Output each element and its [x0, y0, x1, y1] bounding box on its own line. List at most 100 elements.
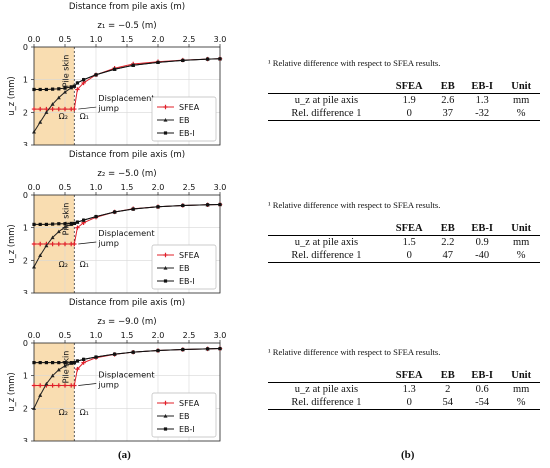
data-point-ebi — [32, 222, 36, 226]
x-tick-label: 3.0 — [214, 331, 227, 340]
cell-unit: % — [502, 396, 540, 410]
cell-ebi: 0.6 — [475, 384, 489, 395]
legend-marker — [163, 400, 168, 406]
table-row: u_z at pile axis 1.3 2 0.6 mm — [268, 383, 540, 397]
x-tick-label: 0.0 — [28, 35, 41, 44]
omega2-label: Ω₂ — [59, 112, 68, 121]
table-row: Rel. difference 1 0 47 -40 % — [268, 249, 540, 263]
data-point-ebi — [82, 357, 86, 361]
x-tick-label: 2.0 — [152, 35, 165, 44]
chart-3-svg: Distance from pile axis (m) z₃ = −9.0 (m)… — [6, 298, 227, 442]
data-point-eb — [63, 90, 67, 94]
legend-label: EB-I — [179, 425, 195, 434]
x-tick-label: 0.5 — [59, 35, 72, 44]
legend-box — [151, 244, 217, 290]
cell-unit: % — [502, 107, 540, 121]
cell-ebi: 1.3 — [475, 95, 489, 106]
x-tick-label: 0.5 — [59, 183, 72, 192]
data-point-ebi — [156, 348, 160, 353]
data-point-ebi — [32, 361, 36, 365]
y-axis-label: u_z (mm) — [6, 76, 16, 115]
data-point-eb — [38, 393, 43, 397]
chart-panel-2: Distance from pile axis (m) z₂ = −5.0 (m)… — [0, 148, 250, 294]
table-row: u_z at pile axis 1.5 2.2 0.9 mm — [268, 236, 540, 250]
data-point-eb — [38, 253, 43, 258]
chart-2-svg: Distance from pile axis (m) z₂ = −5.0 (m)… — [6, 150, 226, 294]
table-row: Rel. difference 1 0 37 -32 % — [268, 107, 540, 121]
table-header-row: SFEA EB EB-I Unit — [268, 80, 540, 94]
data-point-ebi — [206, 57, 210, 61]
legend-label: EB-I — [179, 129, 195, 138]
data-point-sfea — [50, 383, 55, 388]
y-tick-label: 3 — [23, 289, 28, 294]
annotation-text: jump — [97, 238, 119, 248]
y-tick-label: 1 — [23, 372, 28, 381]
table-note: ¹ Relative difference with respect to SF… — [268, 200, 441, 210]
omega1-label: Ω₁ — [80, 408, 89, 417]
x-tick-label: 2.5 — [183, 331, 196, 340]
x-tick-label: 1.0 — [90, 183, 103, 192]
data-point-sfea — [38, 106, 43, 112]
annotation-text: Displacement — [98, 228, 155, 238]
data-point-sfea — [50, 106, 55, 112]
results-table-1: SFEA EB EB-I Unit u_z at pile axis 1.9 2… — [268, 80, 540, 121]
data-point-ebi — [69, 85, 73, 89]
data-point-ebi — [156, 205, 160, 209]
data-point-ebi — [94, 355, 98, 359]
legend-marker — [163, 414, 168, 418]
data-point-ebi — [51, 361, 55, 365]
data-point-sfea — [56, 241, 61, 247]
legend-box — [151, 96, 217, 142]
data-point-ebi — [38, 222, 42, 226]
y-tick-label: 2 — [23, 108, 28, 117]
data-point-ebi — [94, 214, 98, 219]
y-tick-label: 0 — [23, 191, 28, 200]
depth-subtitle: z₁ = −0.5 (m) — [97, 21, 156, 31]
legend-label: SFEA — [179, 251, 200, 260]
data-point-ebi — [131, 350, 135, 354]
table-note: ¹ Relative difference with respect to SF… — [268, 347, 441, 357]
cell-sfea: 0 — [384, 107, 434, 121]
data-point-sfea — [50, 241, 55, 247]
cell-sfea: 1.9 — [402, 95, 416, 106]
data-point-ebi — [82, 78, 86, 82]
table-block-2: ¹ Relative difference with respect to SF… — [268, 200, 540, 263]
table-block-1: ¹ Relative difference with respect to SF… — [268, 58, 540, 121]
header-ebi: EB-I — [461, 222, 503, 236]
y-axis-label: u_z (mm) — [6, 224, 16, 263]
data-point-ebi — [181, 203, 185, 208]
pile-region — [34, 47, 75, 145]
data-point-sfea — [31, 106, 37, 112]
data-point-sfea — [72, 106, 77, 112]
header-sfea: SFEA — [384, 222, 434, 236]
data-point-sfea — [81, 80, 86, 86]
cell-unit: mm — [513, 237, 530, 248]
data-point-eb — [44, 381, 49, 386]
legend-marker — [163, 131, 168, 135]
data-point-sfea — [56, 383, 61, 388]
legend-marker — [163, 279, 168, 283]
x-tick-label: 1.5 — [121, 183, 134, 192]
data-point-ebi — [63, 222, 67, 226]
data-point-ebi — [181, 58, 185, 62]
data-point-ebi — [131, 207, 135, 211]
data-point-ebi — [57, 361, 61, 365]
header-ebi: EB-I — [461, 80, 503, 94]
omega1-label: Ω₁ — [80, 260, 89, 269]
data-point-ebi — [72, 221, 76, 226]
data-point-ebi — [218, 202, 222, 207]
annotation-arrow — [78, 383, 97, 386]
data-point-eb — [63, 225, 67, 229]
data-point-sfea — [62, 106, 68, 112]
data-point-ebi — [156, 60, 160, 64]
data-point-ebi — [113, 67, 117, 71]
cell-ebi: -40 — [461, 249, 503, 263]
data-point-eb — [32, 406, 36, 410]
legend-marker — [163, 118, 168, 122]
legend-marker — [163, 266, 168, 270]
y-tick-label: 2 — [23, 404, 28, 413]
y-axis-label: u_z (mm) — [6, 372, 16, 411]
chart-panel-1: Distance from pile axis (m) z₁ = −0.5 (m)… — [0, 0, 250, 146]
x-tick-label: 2.5 — [183, 35, 196, 44]
row-label: Rel. difference 1 — [268, 107, 385, 121]
